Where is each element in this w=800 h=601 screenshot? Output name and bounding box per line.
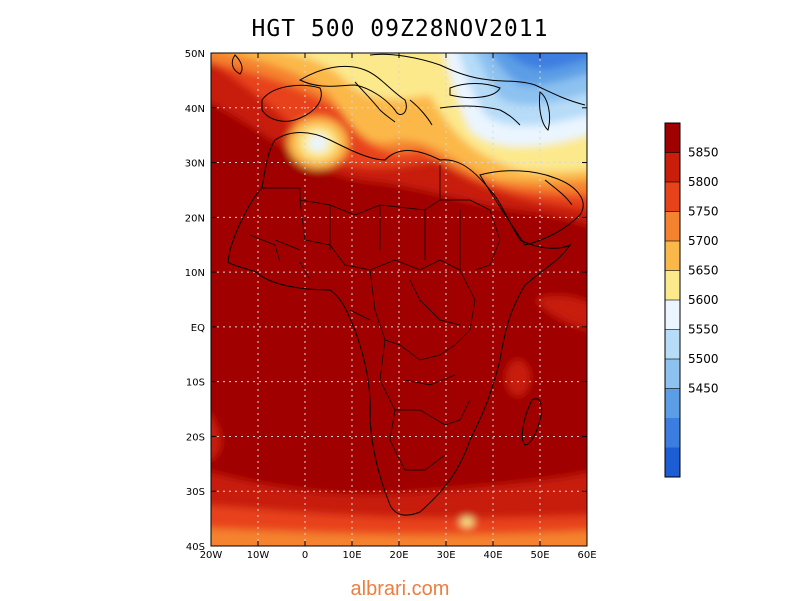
- lon-label: 30E: [436, 550, 455, 561]
- colorbar-swatch: [665, 300, 680, 330]
- colorbar-swatch: [665, 211, 680, 242]
- colorbar-swatch: [665, 182, 680, 212]
- colorbar-swatch: [665, 152, 680, 183]
- lat-label: 50N: [185, 49, 205, 60]
- watermark: albrari.com: [350, 578, 450, 600]
- colorbar-label: 5600: [688, 293, 719, 307]
- colorbar-label: 5650: [688, 264, 719, 278]
- lon-label: 20W: [200, 550, 223, 561]
- lat-label: 10S: [186, 378, 205, 389]
- map-title: HGT 500 09Z28NOV2011: [251, 16, 549, 42]
- lat-label: 30N: [185, 159, 205, 170]
- lat-label: EQ: [191, 323, 205, 334]
- colorbar-swatch: [665, 447, 680, 478]
- longitude-axis: 20W 10W 0 10E 20E 30E 40E 50E 60E: [200, 550, 597, 561]
- coastline: [227, 53, 586, 516]
- colorbar-swatch: [665, 241, 680, 271]
- colorbar: [664, 122, 681, 478]
- lat-label: 20S: [186, 432, 205, 443]
- colorbar-label: 5550: [688, 323, 719, 337]
- lat-label: 40N: [185, 104, 205, 115]
- colorbar-swatch: [665, 329, 680, 360]
- colorbar-labels: 5850 5800 5750 5700 5650 5600 5550 5500 5450: [688, 146, 719, 396]
- lon-label: 50E: [530, 550, 549, 561]
- height-field: [211, 53, 587, 546]
- country-borders: [249, 165, 501, 471]
- latitude-axis: 50N 40N 30N 20N 10N EQ 10S 20S 30S 40S: [185, 49, 205, 553]
- colorbar-swatch: [665, 359, 680, 389]
- lon-label: 60E: [577, 550, 596, 561]
- colorbar-label: 5700: [688, 234, 719, 248]
- colorbar-swatch: [665, 270, 680, 301]
- lon-label: 20E: [389, 550, 408, 561]
- colorbar-swatch: [665, 418, 680, 448]
- lat-label: 30S: [186, 487, 205, 498]
- lon-label: 0: [302, 550, 308, 561]
- colorbar-swatch: [665, 123, 680, 153]
- colorbar-label: 5850: [688, 146, 719, 160]
- lat-label: 10N: [185, 268, 205, 279]
- lon-label: 10E: [342, 550, 361, 561]
- colorbar-label: 5450: [688, 382, 719, 396]
- graticule: [211, 53, 587, 546]
- colorbar-swatch: [665, 388, 680, 419]
- lat-label: 20N: [185, 213, 205, 224]
- colorbar-label: 5500: [688, 352, 719, 366]
- axis-ticks: [210, 52, 588, 547]
- lat-label: 40S: [186, 542, 205, 553]
- colorbar-label: 5750: [688, 205, 719, 219]
- lon-label: 10W: [247, 550, 270, 561]
- colorbar-label: 5800: [688, 175, 719, 189]
- lon-label: 40E: [483, 550, 502, 561]
